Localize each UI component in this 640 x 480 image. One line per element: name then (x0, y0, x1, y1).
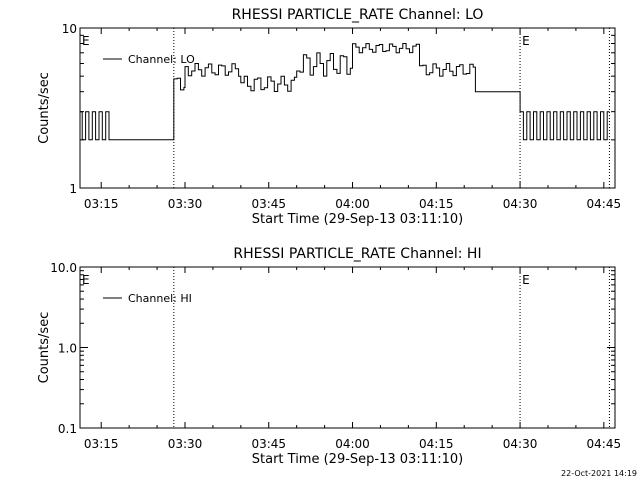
y-tick-label: 1 (69, 182, 77, 196)
y-axis-label: Counts/sec (37, 312, 52, 384)
chart-title: RHESSI PARTICLE_RATE Channel: HI (233, 246, 481, 262)
x-tick-label: 04:00 (335, 197, 370, 211)
panel-hi-channel: RHESSI PARTICLE_RATE Channel: HI 03:15 03:… (37, 246, 621, 467)
x-tick-label: 04:30 (503, 197, 538, 211)
x-tick-label: 03:15 (84, 197, 119, 211)
y-tick-label: 10.0 (50, 261, 77, 275)
x-tick-label: 03:30 (168, 197, 203, 211)
event-marker: E (522, 273, 530, 287)
x-tick-label: 04:45 (587, 437, 622, 451)
event-marker: E (82, 273, 90, 287)
event-marker: E (522, 34, 530, 48)
event-marker: E (82, 34, 90, 48)
x-tick-label: 04:00 (335, 437, 370, 451)
x-tick-label: 04:15 (419, 197, 454, 211)
x-tick-label: 03:30 (168, 437, 203, 451)
chart-title: RHESSI PARTICLE_RATE Channel: LO (232, 7, 484, 23)
y-axis-label: Counts/sec (37, 72, 52, 144)
plot-frame (79, 27, 616, 189)
y-tick-label: 0.1 (58, 422, 77, 436)
legend-entry: Channel: HI (128, 292, 192, 305)
x-tick-label: 03:45 (251, 197, 286, 211)
series-line-trace (80, 43, 610, 141)
x-tick-label: 04:45 (587, 197, 622, 211)
x-axis-label: Start Time (29-Sep-13 03:11:10) (252, 452, 463, 467)
x-tick-label: 04:15 (419, 437, 454, 451)
x-axis-label: Start Time (29-Sep-13 03:11:10) (252, 212, 463, 227)
plot-timestamp: 22-Oct-2021 14:19 (561, 469, 637, 478)
x-tick-label: 04:30 (503, 437, 538, 451)
x-tick-label: 03:45 (251, 437, 286, 451)
legend-entry: Channel: LO (128, 53, 195, 66)
y-tick-label: 10 (62, 22, 77, 36)
y-tick-label: 1.0 (58, 342, 77, 356)
panel-lo-channel: RHESSI PARTICLE_RATE Channel: LO 03:15 03:… (37, 7, 621, 227)
x-tick-label: 03:15 (84, 437, 119, 451)
